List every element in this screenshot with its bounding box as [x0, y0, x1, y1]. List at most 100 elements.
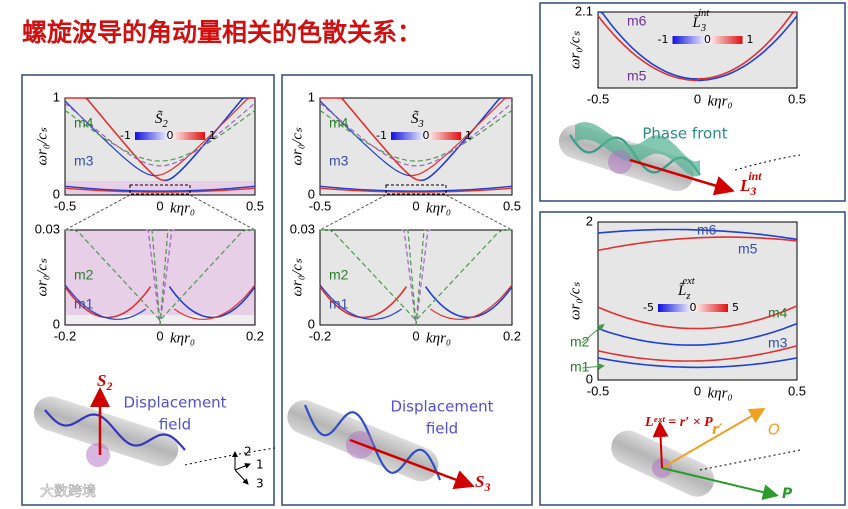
r-label: r′ [712, 422, 723, 438]
symbol: S̃2 [155, 111, 169, 131]
vector-label: L3int [739, 169, 762, 198]
vector-label-sub: 3 [483, 480, 490, 494]
trajectory [734, 154, 801, 171]
y-tick-label: 2 [586, 213, 593, 228]
waveguide [33, 396, 179, 467]
curve [406, 229, 426, 326]
curve [64, 185, 256, 192]
y-tick-label: 0.03 [290, 221, 315, 236]
curve [319, 284, 402, 320]
x-axis-label: kηr₀ [708, 385, 733, 401]
colorbar-label: 1 [465, 129, 472, 142]
phase-front [575, 122, 700, 177]
curve [64, 109, 256, 162]
colorbar [658, 304, 728, 312]
colorbar-label: -1 [376, 129, 387, 142]
symbol-base: S̃ [155, 111, 163, 128]
triad-axis [234, 469, 249, 485]
y-axis-label: ωr₀/cₛ [289, 258, 305, 296]
colorbar-label: -1 [120, 129, 131, 142]
symbol-sup: int [698, 8, 710, 19]
slide-title: 螺旋波导的角动量相关的色散关系： [22, 18, 422, 47]
triad-label: 3 [256, 477, 264, 491]
curve [424, 286, 513, 319]
zoom-line [445, 194, 513, 231]
symbol-sup: ext [682, 276, 695, 287]
mode-label: m4 [74, 115, 94, 131]
zoom-box [129, 184, 191, 195]
field-label: field [159, 416, 191, 434]
curve [597, 228, 798, 241]
x-axis-label: kηr₀ [708, 93, 733, 109]
trajectory [184, 447, 276, 466]
x-tick-label: 0.5 [788, 91, 806, 106]
y-tick-label: 0 [308, 316, 315, 331]
y-axis-label: ωr₀/cₛ [567, 31, 583, 69]
x-tick-label: -0.5 [54, 198, 76, 213]
symbol-base: L̃ [677, 283, 686, 299]
mode-label: m6 [697, 222, 717, 238]
formula: Lᵉˣᵗ = r′ × P [644, 415, 713, 430]
colorbar [391, 132, 461, 140]
curve [597, 236, 798, 252]
y-axis-label: ωr₀/cₛ [289, 127, 305, 165]
curve [597, 15, 698, 82]
x-tick-label: -0.5 [587, 383, 609, 398]
x-tick-label: -0.5 [587, 91, 609, 106]
field-label: Displacement [390, 398, 493, 416]
y-axis-label: ωr₀/cₛ [567, 282, 583, 320]
vector [349, 438, 475, 490]
vector [629, 158, 735, 196]
field-label: Displacement [123, 394, 226, 412]
y-tick-label: 0.03 [35, 221, 60, 236]
mode-label: m5 [738, 241, 758, 257]
x-tick-label: -0.2 [309, 328, 331, 343]
panel-frame [21, 74, 275, 506]
curve [164, 97, 255, 182]
plot-area [319, 229, 513, 326]
curve [64, 102, 256, 167]
curve [155, 97, 255, 177]
symbol-sub: 3 [700, 23, 706, 34]
curve [64, 286, 152, 319]
panel-frame [539, 211, 846, 506]
symbol: S̃3 [411, 111, 424, 131]
x-tick-label: 0 [412, 198, 419, 213]
curve [597, 322, 798, 346]
y-axis-label: ωr₀/cₛ [34, 127, 50, 165]
l-vector [652, 421, 669, 469]
mode-label: m2 [329, 267, 349, 283]
symbol-sub: 3 [418, 119, 424, 130]
x-tick-label: 0 [156, 198, 163, 213]
colorbar-label: 1 [747, 33, 754, 46]
curve [597, 344, 798, 362]
vector-label-sub: 3 [749, 184, 756, 198]
curve [319, 109, 513, 162]
mode-label: m2 [570, 334, 590, 350]
cross-section [608, 150, 632, 174]
colorbar [672, 36, 743, 44]
phase-label: Phase front [642, 125, 727, 143]
mode-label: m6 [627, 13, 647, 29]
pointer [581, 362, 605, 370]
x-axis-label: kηr₀ [426, 330, 451, 346]
field-label: field [426, 420, 458, 438]
symbol-sub: z [685, 291, 690, 302]
mode-label: m1 [74, 296, 94, 312]
vector-label: S2 [97, 371, 112, 393]
plot-area [597, 11, 798, 89]
mode-label: m1 [570, 359, 590, 375]
curve [65, 229, 255, 322]
colorbar-label: -1 [658, 33, 669, 46]
triad-label: 2 [244, 445, 252, 459]
curve [597, 305, 798, 330]
colorbar [135, 132, 205, 140]
curve [598, 11, 698, 80]
mode-label: m1 [329, 296, 349, 312]
symbol-sub: 2 [163, 119, 169, 130]
y-tick-label: 1 [53, 89, 60, 104]
zoom-line [64, 194, 131, 231]
curve [65, 97, 165, 182]
symbol-base: S̃ [411, 111, 419, 128]
colorbar-label: -5 [643, 301, 654, 314]
